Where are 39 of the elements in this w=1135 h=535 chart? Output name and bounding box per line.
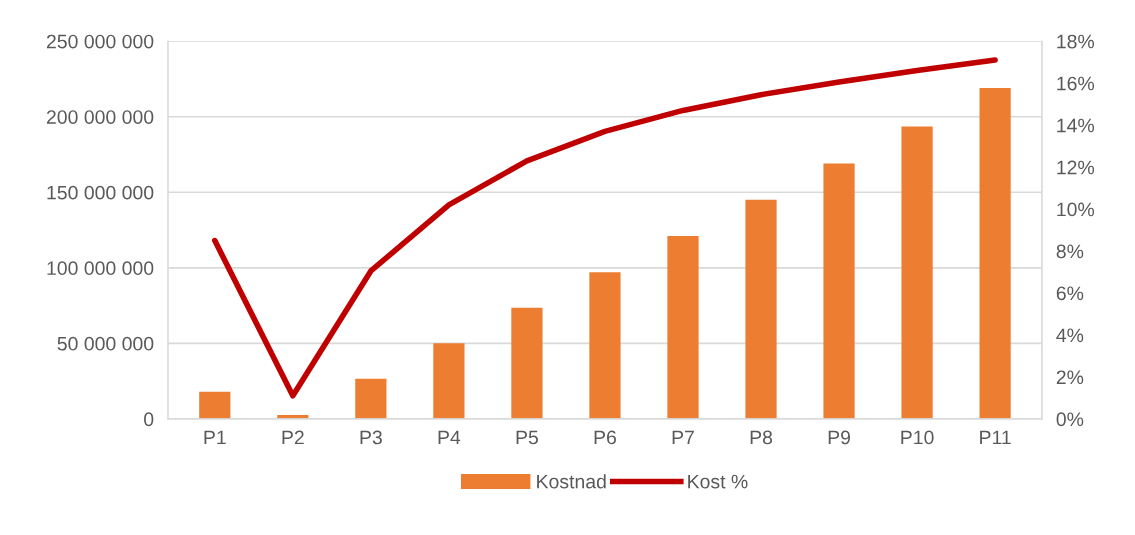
y2-tick-label: 2% xyxy=(1056,370,1084,385)
y-tick-label: 0 xyxy=(144,412,154,427)
y-tick-label: 200 000 000 xyxy=(46,110,154,124)
x-tick-label: P5 xyxy=(516,430,538,445)
bar xyxy=(745,199,777,419)
y2-tick-label: 18% xyxy=(1057,34,1095,49)
bar xyxy=(823,163,855,419)
y2-tick-label: 14% xyxy=(1057,118,1095,133)
legend-label: Kost % xyxy=(688,474,748,489)
x-tick-label: P7 xyxy=(672,430,694,445)
y2-tick-label: 6% xyxy=(1056,286,1084,301)
x-tick-label: P9 xyxy=(828,430,851,445)
y2-tick-label: 0% xyxy=(1056,412,1084,427)
y-tick-label: 50 000 000 xyxy=(57,336,154,351)
bar xyxy=(199,391,231,419)
y-tick-label: 150 000 000 xyxy=(47,185,154,200)
y2-tick-label: 10% xyxy=(1057,202,1095,217)
x-tick-label: P11 xyxy=(980,430,1011,445)
y-tick-label: 250 000 000 xyxy=(46,34,154,49)
y2-tick-label: 12% xyxy=(1057,160,1095,175)
bar xyxy=(589,272,621,419)
x-tick-label: P8 xyxy=(750,430,773,445)
x-tick-label: P3 xyxy=(360,430,382,445)
x-tick-label: P1 xyxy=(204,430,226,445)
x-tick-label: P2 xyxy=(282,430,304,445)
bar xyxy=(355,378,387,419)
legend-label: Kostnad xyxy=(537,474,606,489)
y2-tick-label: 8% xyxy=(1056,244,1084,259)
x-tick-label: P6 xyxy=(594,430,616,445)
y-tick-label: 100 000 000 xyxy=(47,261,154,276)
bar xyxy=(511,307,543,419)
x-tick-label: P10 xyxy=(901,430,934,445)
bar xyxy=(901,126,933,419)
bar xyxy=(667,236,699,419)
y2-tick-label: 16% xyxy=(1057,76,1095,91)
bar xyxy=(433,343,465,419)
x-tick-label: P4 xyxy=(438,430,461,445)
y2-tick-label: 4% xyxy=(1056,328,1084,343)
bar xyxy=(979,88,1011,419)
